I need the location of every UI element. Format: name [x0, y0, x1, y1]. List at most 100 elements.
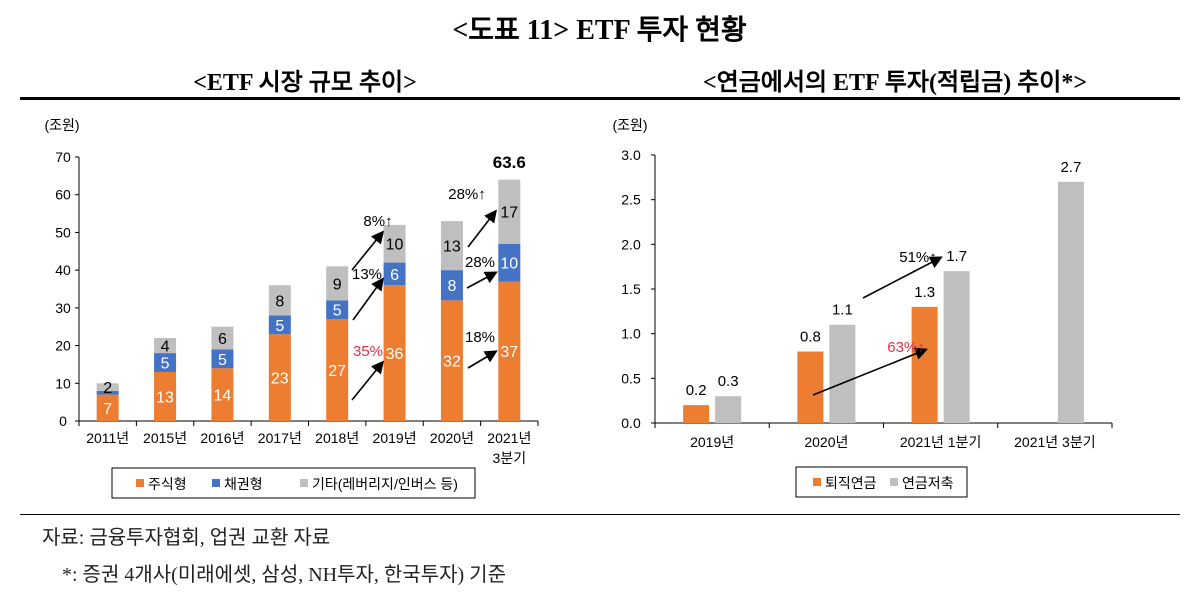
y-tick-label: 60 — [55, 187, 71, 203]
x-tick-label: 2018년 — [315, 430, 359, 446]
y-tick-label: 3.0 — [621, 147, 641, 163]
bar-pension-savings — [829, 324, 856, 423]
legend-swatch — [890, 478, 898, 486]
y-tick-label: 0 — [59, 413, 67, 429]
bar-stock — [154, 371, 177, 421]
legend-swatch — [300, 479, 308, 487]
y-tick-label: 0.0 — [621, 415, 641, 431]
data-label: 1.3 — [914, 284, 935, 301]
bar-bond — [326, 300, 349, 320]
data-label: 2 — [103, 380, 112, 397]
data-label: 5 — [161, 356, 170, 373]
data-label: 4 — [161, 339, 170, 356]
legend-swatch — [813, 478, 821, 486]
y-tick-label: 20 — [55, 338, 71, 354]
right-chart-subtitle: <연금에서의 ETF 투자(적립금) 추이*> — [702, 70, 1088, 96]
data-label: 23 — [271, 371, 289, 388]
bar-stock — [440, 300, 463, 421]
x-tick-label: 2021년 — [487, 430, 531, 446]
bar-bond — [383, 262, 406, 286]
bar-bond — [440, 270, 463, 301]
y-axis-unit: (조원) — [612, 117, 647, 133]
bottom-rule — [20, 514, 1180, 515]
legend-swatch — [212, 479, 220, 487]
x-tick-label: 2017년 — [258, 430, 302, 446]
bar-other — [326, 266, 349, 301]
x-tick-label: 2016년 — [200, 430, 244, 446]
legend-label: 주식형 — [148, 476, 187, 492]
top-rule — [20, 97, 1180, 100]
y-tick-label: 40 — [55, 262, 71, 278]
y-axis-unit: (조원) — [44, 117, 79, 133]
x-tick-label: 2021년 1분기 — [900, 434, 981, 450]
data-label: 10 — [500, 256, 518, 273]
legend-label: 채권형 — [224, 476, 263, 492]
bar-retirement-pension — [911, 306, 938, 423]
bar-stock — [326, 319, 349, 421]
data-label: 36 — [386, 346, 404, 363]
x-tick-label: 2015년 — [143, 430, 187, 446]
source-note: 자료: 금융투자협회, 업권 교환 자료 — [42, 527, 331, 549]
growth-arrow — [466, 271, 498, 289]
bar-other — [154, 338, 177, 354]
total-label: 63.6 — [493, 153, 526, 172]
data-label: 6 — [218, 331, 227, 348]
bar-other — [498, 179, 521, 244]
data-label: 7 — [103, 401, 112, 418]
data-label: 5 — [218, 352, 227, 369]
data-label: 37 — [500, 344, 518, 361]
bar-stock — [211, 368, 234, 421]
data-label: 6 — [390, 267, 399, 284]
bar-pension-savings — [943, 271, 970, 423]
data-label: 5 — [275, 318, 284, 335]
y-tick-label: 50 — [55, 224, 71, 240]
bar-bond — [154, 353, 177, 372]
y-tick-label: 70 — [55, 149, 71, 165]
data-label: 14 — [214, 388, 232, 405]
growth-arrow — [352, 277, 384, 321]
figure-title: <도표 11> ETF 투자 현황 — [452, 15, 747, 46]
y-tick-label: 1.5 — [621, 281, 641, 297]
data-label: 17 — [500, 205, 518, 222]
y-tick-label: 0.5 — [621, 370, 641, 386]
data-label: 10 — [386, 237, 404, 254]
bar-retirement-pension — [797, 351, 824, 423]
growth-annotation: 8%↑ — [363, 213, 392, 230]
bar-other — [383, 224, 406, 263]
x-tick-label: 3분기 — [493, 450, 527, 466]
data-label: 2.7 — [1060, 159, 1081, 176]
bar-other — [211, 326, 234, 350]
growth-arrow — [862, 256, 943, 299]
y-tick-label: 10 — [55, 375, 71, 391]
growth-arrow — [351, 360, 385, 401]
legend-label: 퇴직연금 — [825, 475, 877, 491]
growth-arrow — [812, 347, 928, 396]
growth-annotation: 13% — [352, 266, 382, 283]
y-tick-label: 2.0 — [621, 236, 641, 252]
y-tick-label: 2.5 — [621, 192, 641, 208]
bar-stock — [383, 285, 406, 421]
bar-bond — [211, 349, 234, 369]
growth-arrow — [351, 230, 385, 271]
data-label: 0.8 — [800, 329, 821, 346]
growth-annotation: 18% — [465, 329, 495, 346]
data-label: 13 — [443, 239, 461, 256]
bar-stock — [498, 281, 521, 421]
growth-annotation: 28%↑ — [448, 186, 486, 203]
growth-arrow — [467, 350, 498, 369]
bar-bond — [268, 315, 291, 335]
data-label: 0.2 — [686, 382, 707, 399]
data-label: 27 — [328, 363, 346, 380]
data-label: 32 — [443, 354, 461, 371]
growth-arrow — [467, 209, 497, 248]
growth-annotation: 51%↑ — [899, 249, 937, 266]
legend-label: 기타(레버리지/인버스 등) — [312, 476, 458, 492]
data-label: 5 — [333, 303, 342, 320]
bar-other — [440, 221, 463, 271]
bar-retirement-pension — [683, 405, 710, 423]
bar-bond — [498, 243, 521, 282]
bar-stock — [96, 394, 119, 421]
bar-other — [96, 383, 119, 391]
